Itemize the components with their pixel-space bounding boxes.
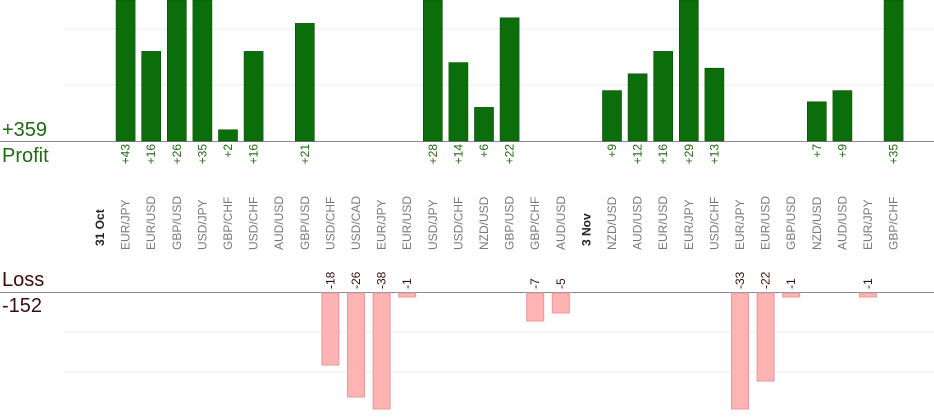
- category-label: EUR/USD: [656, 196, 670, 250]
- profit-bar: [806, 101, 827, 142]
- loss-value-label: -1: [861, 278, 875, 289]
- profit-value-label: +9: [835, 144, 849, 158]
- category-label: AUD/USD: [554, 196, 568, 250]
- profit-value-label: +43: [119, 144, 133, 165]
- loss-bar: [756, 292, 775, 382]
- category-label: USD/CAD: [349, 196, 363, 250]
- profit-bar: [653, 51, 674, 142]
- profit-value-label: +28: [426, 144, 440, 165]
- loss-value-label: -1: [784, 278, 798, 289]
- profit-bar: [627, 73, 648, 142]
- labels-layer: 31 Oct EUR/JPY +43 EUR/USD +16 GBP/USD +26 USD/…: [93, 144, 901, 289]
- profit-bar: [167, 0, 187, 142]
- category-label: GBP/USD: [784, 196, 798, 250]
- category-label: EUR/USD: [400, 196, 414, 250]
- profit-value-label: +26: [170, 144, 184, 165]
- bars-layer: [115, 0, 904, 410]
- loss-value-label: -5: [554, 278, 568, 289]
- category-label: USD/CHF: [247, 197, 261, 250]
- profit-value-label: +35: [887, 144, 901, 165]
- profit-value-label: +9: [605, 144, 619, 158]
- category-label: GBP/CHF: [528, 197, 542, 250]
- profit-bar: [243, 51, 264, 142]
- category-label: AUD/USD: [272, 196, 286, 250]
- category-label: GBP/CHF: [221, 197, 235, 250]
- loss-bar: [551, 292, 570, 314]
- profit-bar: [883, 0, 904, 142]
- profit-bar: [678, 0, 699, 142]
- category-label: EUR/USD: [144, 196, 158, 250]
- category-label: USD/CHF: [707, 197, 721, 250]
- loss-value-label: -38: [375, 271, 389, 289]
- category-label: USD/CHF: [323, 197, 337, 250]
- profit-value-label: +21: [298, 144, 312, 165]
- profit-bar: [499, 17, 520, 142]
- loss-label: Loss: [2, 269, 45, 291]
- loss-bar: [731, 292, 749, 410]
- profit-bar: [294, 23, 315, 142]
- profit-bar: [115, 0, 136, 142]
- date-label: 31 Oct: [93, 209, 107, 246]
- loss-bar: [372, 292, 391, 410]
- profit-bar: [704, 67, 725, 142]
- profit-value-label: +13: [707, 144, 721, 165]
- profit-value-label: +29: [682, 144, 696, 165]
- profit-bar: [448, 62, 469, 142]
- profit-label: Profit: [2, 145, 49, 167]
- loss-value-label: -1: [400, 278, 414, 289]
- category-label: NZD/USD: [605, 196, 619, 250]
- loss-bar: [526, 292, 545, 322]
- category-label: EUR/JPY: [682, 199, 696, 250]
- profit-value-label: +22: [503, 144, 517, 165]
- profit-value-label: +12: [631, 144, 645, 165]
- category-label: AUD/USD: [631, 196, 645, 250]
- loss-value-label: -26: [349, 271, 363, 289]
- loss-total: -152: [2, 295, 43, 317]
- profit-value-label: +16: [656, 144, 670, 165]
- category-label: GBP/USD: [170, 196, 184, 250]
- category-label: EUR/JPY: [861, 199, 875, 250]
- category-label: GBP/CHF: [887, 197, 901, 250]
- profit-value-label: +14: [451, 144, 465, 165]
- loss-bar: [398, 292, 417, 298]
- loss-value-label: -33: [733, 271, 747, 289]
- category-label: NZD/USD: [810, 196, 824, 250]
- category-label: NZD/USD: [477, 196, 491, 250]
- date-label: 3 Nov: [579, 213, 593, 246]
- profit-bar: [218, 129, 238, 142]
- category-label: GBP/USD: [503, 196, 517, 250]
- profit-value-label: +2: [221, 144, 235, 158]
- profit-bar: [192, 0, 213, 142]
- profit-bar: [832, 90, 853, 142]
- profit-bar: [602, 90, 622, 142]
- profit-value-label: +35: [195, 144, 209, 165]
- loss-bar: [859, 292, 877, 298]
- loss-bar: [782, 292, 801, 298]
- profit-bar: [141, 51, 161, 142]
- profit-value-label: +16: [247, 144, 261, 165]
- category-label: USD/JPY: [195, 199, 209, 250]
- category-label: EUR/JPY: [119, 199, 133, 250]
- category-label: EUR/JPY: [375, 199, 389, 250]
- profit-bar: [474, 107, 494, 142]
- loss-bar: [347, 292, 365, 398]
- profit-value-label: +6: [477, 144, 491, 158]
- loss-bar: [321, 292, 340, 366]
- category-label: USD/JPY: [426, 199, 440, 250]
- category-label: AUD/USD: [835, 196, 849, 250]
- profit-value-label: +16: [144, 144, 158, 165]
- profit-bar: [422, 0, 443, 142]
- loss-value-label: -18: [323, 271, 337, 289]
- profit-total: +359: [2, 119, 48, 141]
- profit-value-label: +7: [810, 144, 824, 158]
- loss-value-label: -22: [759, 271, 773, 289]
- loss-value-label: -7: [528, 278, 542, 289]
- category-label: USD/CHF: [451, 197, 465, 250]
- category-label: EUR/JPY: [733, 199, 747, 250]
- category-label: GBP/USD: [298, 196, 312, 250]
- category-label: EUR/USD: [759, 196, 773, 250]
